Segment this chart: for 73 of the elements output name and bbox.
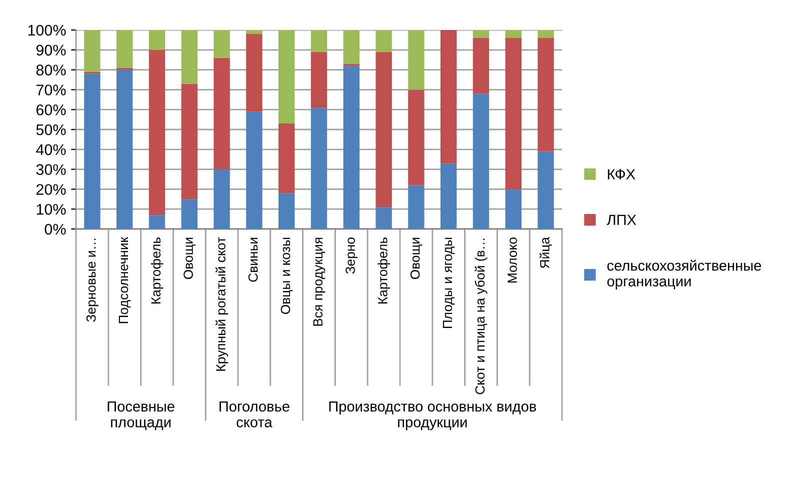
y-tick-label: 80% xyxy=(36,64,66,76)
bar xyxy=(505,30,522,38)
x-tick-label: Зерновые и… xyxy=(86,238,98,322)
bar xyxy=(214,30,230,58)
x-tick-label: Овцы и козы xyxy=(280,238,293,314)
bar xyxy=(472,30,490,38)
bar xyxy=(246,112,262,229)
bar xyxy=(181,199,198,229)
x-tick-label: Свиньи xyxy=(248,238,258,282)
x-tick-label: Картофель xyxy=(378,237,390,304)
x-tick-label: Овощи xyxy=(184,238,196,280)
bar xyxy=(84,30,100,72)
bar xyxy=(84,74,100,229)
x-tick-label: Вся продукция xyxy=(313,238,326,326)
bar xyxy=(472,94,490,229)
bar xyxy=(310,52,328,108)
bar xyxy=(148,50,166,216)
y-tick-label: 90% xyxy=(36,44,66,56)
x-tick-label: Крупный рогатый скот xyxy=(216,237,228,371)
x-tick-label: Овощи xyxy=(410,238,422,280)
bar xyxy=(214,169,230,229)
bar xyxy=(116,70,133,229)
bar xyxy=(376,30,392,52)
bar xyxy=(440,163,457,229)
text: Посевные площади xyxy=(108,401,174,430)
y-tick-label: 100% xyxy=(28,24,66,36)
bar xyxy=(278,30,295,124)
y-tick-label: 20% xyxy=(36,184,66,195)
x-tick-label: Картофель xyxy=(150,237,164,304)
bar xyxy=(408,90,424,186)
x-tick-label: Яйца xyxy=(539,236,552,268)
bar xyxy=(343,66,360,229)
y-tick-label: 0% xyxy=(44,224,66,235)
bar xyxy=(408,30,424,90)
y-tick-label: 40% xyxy=(36,144,66,156)
bar xyxy=(278,124,295,194)
y-tick-label: 50% xyxy=(36,124,66,136)
bar xyxy=(148,30,166,50)
bar xyxy=(472,38,490,94)
bar xyxy=(408,185,424,229)
bar xyxy=(538,151,554,229)
text: Производство основных видов продукции xyxy=(329,401,536,430)
bar xyxy=(310,108,328,229)
bar xyxy=(538,30,554,38)
legend-label: сельскохозяйственные организации xyxy=(607,260,762,290)
x-tick-label: Плоды и ягоды xyxy=(442,238,455,328)
bar xyxy=(278,193,295,229)
y-tick-label: 30% xyxy=(36,164,66,175)
bar xyxy=(310,30,328,52)
bar xyxy=(246,30,262,34)
x-tick-label: Зерно xyxy=(346,238,358,274)
bar xyxy=(148,215,166,229)
legend-label: ЛПХ xyxy=(606,214,636,226)
bar xyxy=(246,34,262,112)
text: Поголовье скота xyxy=(220,401,290,428)
bar xyxy=(505,189,522,229)
x-tick-label: Молоко xyxy=(508,238,517,282)
bar xyxy=(181,84,198,200)
bar xyxy=(116,30,133,68)
bar xyxy=(376,52,392,208)
y-tick-label: 10% xyxy=(36,204,66,215)
y-tick-label: 70% xyxy=(36,84,66,96)
bar xyxy=(343,30,360,64)
bar xyxy=(440,30,457,164)
bar xyxy=(214,58,230,170)
bar xyxy=(505,38,522,190)
bar xyxy=(376,207,392,229)
bar xyxy=(538,38,554,152)
x-tick-label: Подсолнечник xyxy=(118,236,131,324)
legend-label: КФХ xyxy=(608,169,636,180)
x-tick-label: Скот и птица на убой (в… xyxy=(474,238,488,394)
y-tick-label: 60% xyxy=(36,104,66,116)
bar xyxy=(181,30,198,84)
